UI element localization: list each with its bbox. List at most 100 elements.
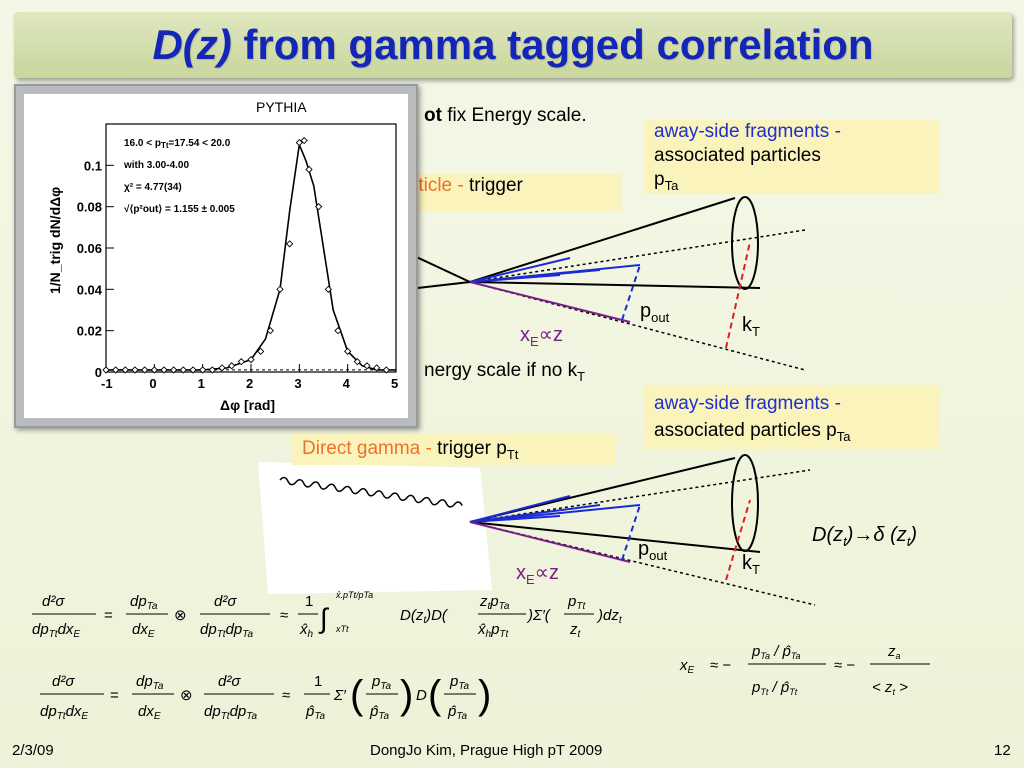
svg-text:p̂Ta: p̂Ta [305,703,326,722]
svg-text:ztpTa: ztpTa [479,593,510,612]
x-tick-label: 2 [246,376,253,391]
annotation-pout: √⟨p²out⟩ = 1.155 ± 0.005 [124,204,235,215]
data-point [305,165,313,174]
y-tick-label: 0.08 [77,200,102,215]
y-tick-label: 0 [95,365,102,380]
data-point [102,366,110,374]
svg-text:Σ′: Σ′ [333,687,347,704]
y-tick-label: 0.04 [77,282,103,297]
svg-text:x̂h: x̂h [299,621,314,640]
svg-text:dxE: dxE [132,621,155,640]
y-tick-label: 0.1 [84,158,102,173]
xe-label-1: xE∝z [520,324,563,349]
svg-text:⊗: ⊗ [174,607,187,624]
kt-label-1: kT [742,314,760,339]
data-point [300,136,308,145]
data-point [189,366,197,374]
footer-center: DongJo Kim, Prague High pT 2009 [370,742,603,759]
svg-text:1: 1 [305,593,313,610]
dz-delta-formula: D(zt)→δ (zt) [812,524,918,549]
fix-energy-text: ot fix Energy scale. [424,105,587,126]
xe-label-2: xE∝z [516,562,559,587]
pout-label-2: pout [638,538,668,563]
title-bar: D(z) from gamma tagged correlation [14,12,1012,78]
pythia-plot-frame: -1 0 1 2 3 4 5 0 0.02 0.04 0.06 0.08 0.1 PYTHIA 1/N_… [14,84,418,428]
svg-text:dpTtdxE: dpTtdxE [32,621,80,640]
data-point [170,366,178,374]
svg-text:d²σ: d²σ [42,593,65,610]
svg-text:za: za [887,643,901,661]
data-point [228,362,236,370]
svg-text:xTt: xTt [335,624,349,634]
svg-text:=: = [110,687,119,704]
data-point [141,366,149,374]
svg-text:xE: xE [679,657,695,676]
direct-gamma-box: Direct gamma - trigger pTt [292,433,616,465]
svg-text:pTt / p̂Tt: pTt / p̂Tt [751,679,798,697]
svg-text:d²σ: d²σ [214,593,237,610]
svg-text:∫: ∫ [318,603,330,634]
svg-text:x̂hpTt: x̂hpTt [477,621,510,640]
dphi-distribution-plot: -1 0 1 2 3 4 500.020.040.060.080.1 PYTHIA 1/N_… [47,99,398,413]
away-side-box-1: away-side fragments - associated particl… [644,120,940,194]
svg-text:dxE: dxE [138,703,161,722]
data-point [160,366,168,374]
data-point [363,362,371,370]
svg-text:D: D [416,687,427,704]
y-tick-label: 0.02 [77,324,102,339]
svg-text:p̂Ta: p̂Ta [369,703,390,722]
svg-text:p̂Ta: p̂Ta [447,703,468,722]
svg-text:1: 1 [314,673,322,690]
data-point [266,327,274,335]
svg-text:)Σ′(: )Σ′( [526,607,552,624]
data-point [208,366,216,374]
svg-text:pTa: pTa [449,673,470,692]
svg-text:≈ −: ≈ − [710,657,731,674]
svg-text:dpTtdxE: dpTtdxE [40,703,88,722]
data-point [218,364,226,372]
footer-page-number: 12 [994,742,1011,759]
away-side-box-2: away-side fragments - associated particl… [644,386,940,450]
slide-title: D(z) from gamma tagged correlation [152,21,874,68]
data-point [112,366,120,374]
svg-text:(: ( [428,673,442,717]
svg-text:=: = [104,607,113,624]
svg-text:): ) [478,673,491,717]
x-tick-label: 1 [198,376,205,391]
equation-1: d²σ dpTtdxE = dpTa dxE ⊗ d²σ dpTtdpTa ≈ 1 x̂… [32,590,623,640]
pythia-plot: -1 0 1 2 3 4 5 0 0.02 0.04 0.06 0.08 0.1 PYTHIA 1/N_… [24,94,408,418]
data-point [353,358,361,366]
annotation-range: with 3.00-4.00 [123,160,189,171]
svg-text:≈ −: ≈ − [834,657,855,674]
data-point [286,240,294,248]
trigger-box-1: rticle - trigger [402,174,622,212]
x-tick-label: 0 [149,376,156,391]
data-point [150,366,158,374]
lower-jet-diagram [258,454,816,606]
energy-scale-text: nergy scale if no kT [424,360,586,384]
svg-text:pTa: pTa [371,673,392,692]
data-point [257,347,265,355]
svg-text:dpTa: dpTa [130,593,158,612]
svg-text:zt: zt [569,621,582,640]
svg-text:D(zt)D(: D(zt)D( [400,607,449,626]
svg-text:(: ( [350,673,364,717]
svg-text:dpTa: dpTa [136,673,164,692]
x-tick-label: -1 [101,376,113,391]
y-tick-label: 0.06 [77,241,102,256]
svg-text:pTt: pTt [567,593,586,612]
data-point [373,364,381,372]
svg-text:≈: ≈ [282,687,290,704]
data-point [276,285,284,293]
pythia-label: PYTHIA [256,99,307,115]
equation-xe: xE ≈ − pTa / p̂Ta pTt / p̂Tt ≈ − za < zt… [679,643,930,697]
svg-text:≈: ≈ [280,607,288,624]
svg-text:x̂.pTt/pTa: x̂.pTt/pTa [335,590,373,600]
footer-date: 2/3/09 [12,742,54,759]
data-point [131,366,139,374]
svg-text:d²σ: d²σ [218,673,241,690]
annotation-pt: 16.0 < pTt=17.54 < 20.0 [124,138,231,150]
data-point [344,347,352,355]
